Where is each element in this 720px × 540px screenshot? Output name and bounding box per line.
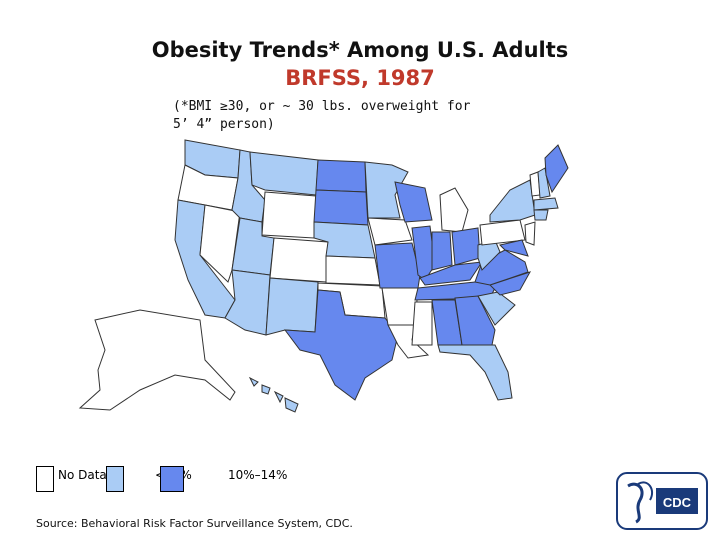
- state-ma: [533, 197, 559, 211]
- state-co: [269, 237, 329, 283]
- state-il: [411, 225, 436, 281]
- state-hi: [248, 376, 299, 413]
- state-mi: [439, 187, 469, 233]
- state-in: [431, 231, 453, 271]
- legend-swatch-mid: [160, 466, 184, 492]
- state-ga: [454, 295, 496, 346]
- state-wi: [394, 181, 433, 223]
- state-md: [499, 239, 529, 257]
- state-nj: [524, 221, 536, 246]
- state-fl: [437, 344, 513, 401]
- state-ct: [533, 209, 549, 221]
- state-mt: [249, 151, 319, 196]
- cdc-logo-text: CDC: [663, 495, 692, 510]
- cdc-logo: CDC: [616, 472, 708, 530]
- legend-label-mid: 10%–14%: [228, 468, 288, 482]
- state-az: [224, 269, 271, 336]
- source-note: Source: Behavioral Risk Factor Surveilla…: [36, 517, 353, 530]
- state-me: [544, 144, 569, 194]
- state-nh: [537, 167, 551, 199]
- state-ms: [411, 301, 433, 346]
- state-ks: [325, 255, 381, 286]
- state-ia: [367, 217, 413, 246]
- state-nd: [315, 159, 367, 193]
- state-nm: [265, 277, 319, 336]
- state-mo: [374, 242, 421, 289]
- map-subtitle-year: BRFSS, 1987: [285, 66, 435, 90]
- state-ar: [381, 287, 419, 326]
- state-sc: [477, 291, 516, 326]
- legend-swatch-low: [106, 466, 124, 492]
- map-title: Obesity Trends* Among U.S. Adults: [151, 38, 569, 62]
- state-ky: [419, 261, 484, 286]
- state-oh: [451, 227, 481, 266]
- bmi-footnote: (*BMI ≥30, or ~ 30 lbs. overweight for 5…: [173, 99, 471, 132]
- legend-label-no-data: No Data: [58, 468, 107, 482]
- state-ak: [78, 309, 236, 411]
- state-sd: [313, 189, 369, 226]
- legend-swatch-no-data: [36, 466, 54, 492]
- state-wy: [261, 191, 317, 239]
- state-tn: [414, 281, 499, 301]
- state-ny: [489, 179, 536, 223]
- state-pa: [479, 219, 526, 246]
- state-tx: [283, 289, 399, 401]
